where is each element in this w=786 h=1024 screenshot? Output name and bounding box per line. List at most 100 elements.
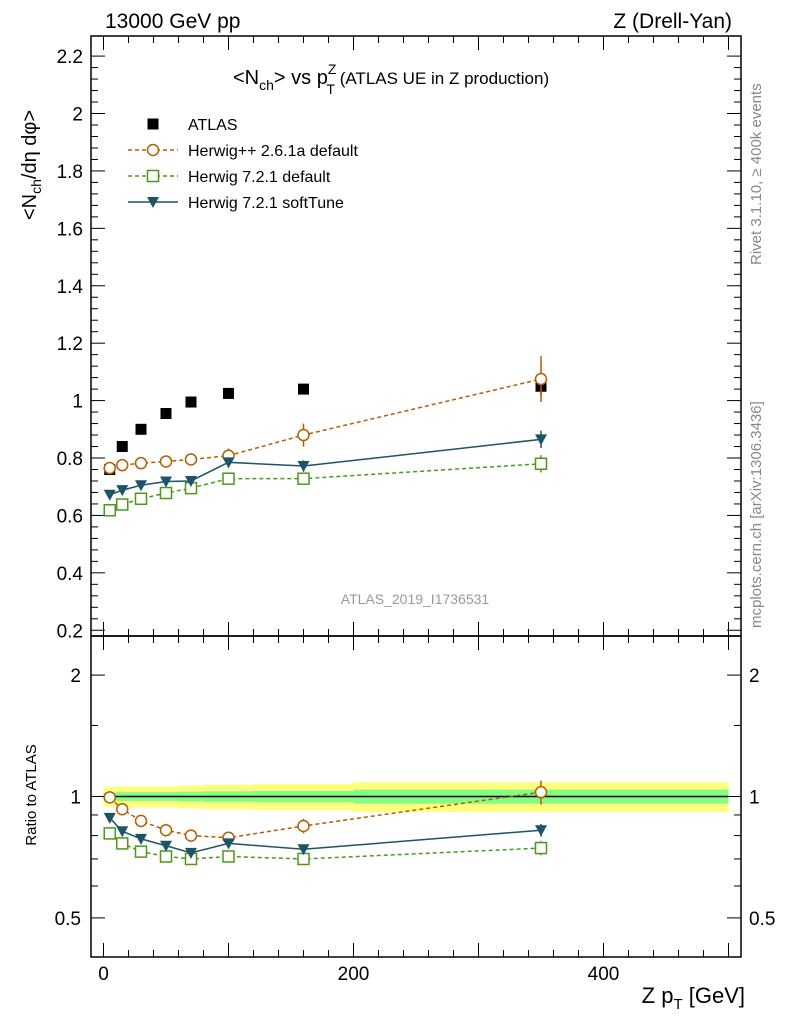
- legend-label: Herwig 7.2.1 softTune: [188, 195, 344, 212]
- main-y-axis-title: <Nch/dη dφ>: [19, 110, 44, 220]
- ratio-y-tick-label-right: 1: [749, 788, 760, 809]
- ratio-series-2: [103, 812, 547, 859]
- y-tick-label: 1.4: [57, 277, 84, 298]
- ratio-y-axis-title: Ratio to ATLAS: [23, 744, 40, 845]
- data-point: [103, 461, 116, 475]
- ratio-panel: 0.5 0.5 1 1 2 2 0 200 400: [55, 36, 775, 985]
- ratio-point: [534, 785, 548, 799]
- data-point: [135, 423, 147, 435]
- y-tick-label: 2.2: [57, 47, 83, 68]
- ratio-point: [222, 850, 235, 863]
- data-point: [103, 504, 116, 517]
- ratio-point: [184, 829, 198, 842]
- y-tick-label: 1.2: [57, 334, 83, 355]
- series-1: [103, 356, 548, 475]
- ratio-line: [109, 817, 542, 854]
- main-panel: 0.2 0.4 0.6 0.8 1 1.2 1.4 1.6 1.8 2 2.2: [57, 35, 742, 957]
- ratio-line: [109, 791, 542, 839]
- ratio-series-0: [103, 780, 548, 845]
- ratio-point: [535, 825, 547, 837]
- legend-marker: [147, 197, 159, 208]
- y-tick-label: 1.8: [57, 162, 83, 183]
- ratio-point: [534, 841, 548, 855]
- legend-entry: Herwig++ 2.6.1a default: [128, 143, 358, 160]
- data-point: [297, 428, 310, 442]
- ratio-y-tick-label: 2: [70, 666, 81, 687]
- ratio-point: [103, 812, 116, 824]
- ratio-point: [297, 819, 310, 833]
- ratio-series-1: [103, 827, 548, 866]
- data-point: [534, 372, 548, 386]
- ratio-y-tick-label-right: 2: [749, 666, 760, 687]
- y-tick-label: 1: [72, 392, 83, 413]
- legend-label: ATLAS: [188, 117, 238, 134]
- ratio-point: [159, 850, 173, 863]
- x-tick-label: 400: [588, 964, 620, 985]
- legend-entry: Herwig 7.2.1 softTune: [128, 195, 344, 212]
- data-point: [159, 455, 173, 468]
- y-tick-label: 0.2: [57, 621, 83, 642]
- series-line: [109, 378, 542, 469]
- data-point: [297, 472, 310, 485]
- energy-label: 13000 GeV pp: [105, 10, 240, 33]
- data-point: [116, 441, 128, 453]
- data-point: [160, 476, 172, 488]
- ratio-point: [134, 814, 148, 828]
- ratio-point: [135, 833, 147, 845]
- ratio-point: [159, 823, 173, 837]
- ratio-point: [116, 802, 129, 816]
- ratio-y-tick-label: 1: [70, 788, 81, 809]
- y-tick-label: 1.6: [57, 219, 83, 240]
- data-point: [184, 453, 198, 466]
- ratio-line: [109, 832, 542, 860]
- data-point: [160, 408, 172, 420]
- y-tick-label: 2: [72, 105, 83, 126]
- data-point: [222, 472, 235, 485]
- data-point: [222, 457, 235, 469]
- data-point: [185, 475, 197, 487]
- data-point: [116, 458, 129, 472]
- legend-entry: Herwig 7.2.1 default: [128, 169, 331, 186]
- legend-marker: [146, 143, 160, 157]
- data-point: [134, 492, 148, 506]
- legend-marker: [147, 118, 159, 130]
- data-point: [116, 485, 129, 497]
- x-axis-title: Z pT [GeV]: [642, 983, 745, 1013]
- x-tick-label: 200: [338, 964, 370, 985]
- ratio-point: [103, 791, 116, 804]
- y-tick-label: 0.4: [57, 564, 84, 585]
- data-point: [185, 396, 197, 408]
- data-point: [116, 498, 129, 511]
- mcplots-label: mcplots.cern.ch [arXiv:1306.3436]: [748, 401, 765, 628]
- ratio-point: [222, 838, 235, 850]
- plot-title: <Nch> vs pZ T (ATLAS UE in Z production): [233, 61, 549, 97]
- data-point: [298, 383, 309, 395]
- ratio-point: [116, 826, 129, 838]
- data-point: [159, 486, 173, 500]
- legend-marker: [146, 169, 160, 183]
- process-label: Z (Drell-Yan): [613, 10, 732, 33]
- legend: ATLAS Herwig++ 2.6.1a default Herwig 7.2.1…: [128, 117, 358, 212]
- data-point: [534, 457, 548, 471]
- data-point: [103, 489, 116, 501]
- ratio-point: [116, 837, 129, 850]
- ratio-point: [134, 845, 148, 858]
- data-point: [535, 434, 547, 446]
- y-tick-label: 0.6: [57, 506, 83, 527]
- legend-entry: ATLAS: [147, 117, 238, 134]
- y-tick-label: 0.8: [57, 449, 83, 470]
- ratio-point: [103, 827, 116, 840]
- ratio-y-tick-label-right: 0.5: [749, 909, 775, 930]
- ratio-point: [297, 844, 310, 856]
- series-line: [109, 463, 542, 511]
- data-point: [135, 480, 147, 492]
- series-line: [109, 438, 542, 496]
- analysis-watermark: ATLAS_2019_I1736531: [341, 591, 490, 607]
- legend-label: Herwig 7.2.1 default: [188, 169, 331, 186]
- legend-label: Herwig++ 2.6.1a default: [188, 143, 358, 160]
- data-point: [223, 387, 234, 399]
- rivet-label: Rivet 3.1.10, ≥ 400k events: [748, 83, 765, 265]
- ratio-point: [185, 847, 197, 859]
- data-point: [134, 456, 148, 470]
